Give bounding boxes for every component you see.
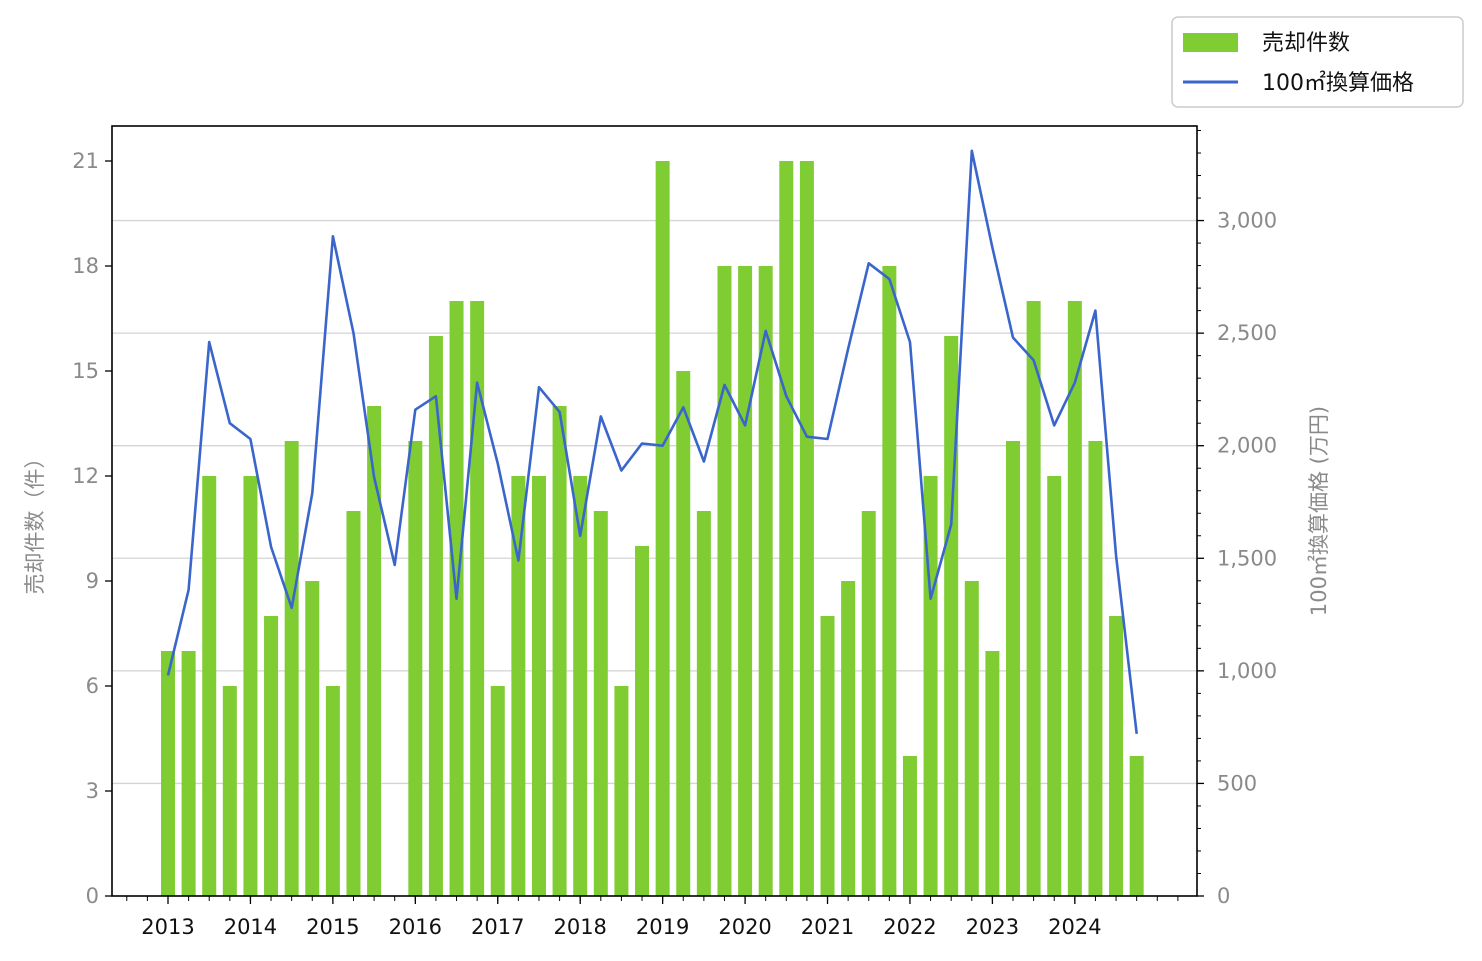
right-tick-label: 2,500 [1217, 321, 1277, 345]
bar [161, 651, 175, 896]
bar [799, 161, 814, 896]
bar [655, 161, 670, 896]
right-axis: 0 500 1,000 1,500 2,000 2,500 3,000 [1197, 130, 1277, 908]
bar [511, 476, 526, 896]
left-tick-label: 0 [86, 884, 99, 908]
bar [1006, 441, 1021, 896]
left-axis-title: 売却件数（件） [23, 448, 47, 595]
x-axis: 2013 2014 2015 2016 2017 2018 2019 2020 2021 2022… [126, 896, 1179, 939]
bar [552, 406, 567, 896]
bar [202, 476, 217, 896]
bar [264, 616, 279, 896]
x-tick-label: 2021 [801, 915, 854, 939]
line-series [166, 149, 1138, 735]
left-tick-label: 15 [72, 359, 99, 383]
left-axis: 0 3 6 9 12 15 18 21 [72, 149, 112, 908]
bar [676, 371, 691, 896]
bar-series [161, 161, 1144, 896]
right-tick-label: 3,000 [1217, 209, 1277, 233]
bar [408, 441, 423, 896]
left-tick-label: 3 [86, 779, 99, 803]
right-axis-title: 100㎡換算価格 (万円) [1307, 406, 1331, 616]
bar [243, 476, 258, 896]
right-tick-label: 1,500 [1217, 546, 1277, 570]
left-tick-label: 18 [72, 254, 99, 278]
right-tick-label: 0 [1217, 884, 1230, 908]
bar [717, 266, 732, 896]
bar [841, 581, 856, 896]
x-tick-label: 2017 [471, 915, 524, 939]
x-tick-label: 2015 [306, 915, 359, 939]
bar [284, 441, 299, 896]
bar [779, 161, 794, 896]
bar [820, 616, 835, 896]
x-tick-label: 2020 [718, 915, 771, 939]
bar [985, 651, 1000, 896]
right-tick-label: 500 [1217, 771, 1257, 795]
bar [696, 511, 711, 896]
bar [1109, 616, 1124, 896]
left-tick-label: 12 [72, 464, 99, 488]
x-tick-label: 2016 [389, 915, 442, 939]
legend: 売却件数 100㎡換算価格 [1171, 16, 1464, 108]
bar [181, 651, 196, 896]
legend-line-label: 100㎡換算価格 [1262, 70, 1414, 96]
left-tick-label: 21 [72, 149, 99, 173]
bar [923, 476, 938, 896]
bar [635, 546, 650, 896]
x-tick-label: 2023 [966, 915, 1019, 939]
x-tick-label: 2013 [141, 915, 194, 939]
bar [614, 686, 629, 896]
bar [1026, 301, 1041, 896]
legend-box [1171, 16, 1464, 108]
right-tick-label: 1,000 [1217, 659, 1277, 683]
bar [1047, 476, 1062, 896]
bar [222, 686, 237, 896]
bar [325, 686, 340, 896]
plot-frame [111, 125, 1198, 897]
bar [531, 476, 546, 896]
bar [882, 266, 897, 896]
bar [573, 476, 588, 896]
x-tick-label: 2018 [553, 915, 606, 939]
bar [1067, 301, 1082, 896]
left-tick-label: 9 [86, 569, 99, 593]
x-tick-label: 2022 [883, 915, 936, 939]
bar [1088, 441, 1103, 896]
legend-bar-label: 売却件数 [1262, 31, 1350, 56]
bar [902, 756, 917, 896]
x-tick-label: 2019 [636, 915, 689, 939]
bar [367, 406, 382, 896]
bar [964, 581, 979, 896]
bar [758, 266, 773, 896]
bar [738, 266, 753, 896]
x-tick-label: 2024 [1048, 915, 1101, 939]
bar [861, 511, 876, 896]
left-tick-label: 6 [86, 674, 99, 698]
bar [305, 581, 320, 896]
right-tick-label: 2,000 [1217, 434, 1277, 458]
price-line [166, 149, 1138, 735]
bar [470, 301, 485, 896]
bar [346, 511, 361, 896]
bar [490, 686, 505, 896]
bar [1129, 756, 1144, 896]
x-tick-label: 2014 [224, 915, 277, 939]
bar [428, 336, 443, 896]
bar [593, 511, 608, 896]
legend-bar-swatch [1183, 33, 1238, 52]
